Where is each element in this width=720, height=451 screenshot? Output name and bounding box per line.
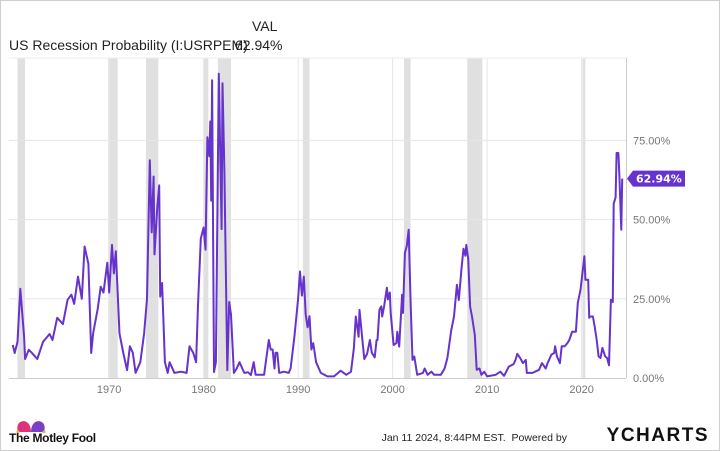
recession-band: [467, 58, 483, 378]
series-value: 62.94%: [235, 37, 283, 53]
footer-timestamp: Jan 11 2024, 8:44PM EST. Powered by: [382, 432, 567, 444]
y-tick-labels: 0.00% 25.00% 50.00% 75.00%: [633, 135, 671, 385]
recession-band: [108, 58, 118, 378]
x-tick-label: 2020: [569, 384, 593, 396]
recession-bands: [17, 58, 586, 378]
last-value-badge-shape: [627, 170, 685, 187]
value-column-header: VAL: [252, 18, 278, 34]
last-value-badge-text: 62.94%: [636, 173, 682, 186]
recession-band: [302, 58, 310, 378]
recession-band: [17, 58, 26, 378]
recession-band: [403, 58, 411, 378]
x-tick-label: 1970: [97, 384, 121, 396]
x-tick-label: 2010: [475, 384, 499, 396]
series-label: US Recession Probability (I:USRPEM): [9, 37, 248, 53]
gridlines: [9, 58, 626, 378]
y-tick-label: 75.00%: [633, 135, 671, 147]
x-tick-label: 2000: [380, 384, 404, 396]
y-tick-label: 50.00%: [633, 215, 671, 227]
y-tick-label: 0.00%: [633, 373, 664, 385]
x-tick-label: 1980: [191, 384, 215, 396]
motley-fool-logo: The Motley Fool: [9, 431, 96, 445]
motley-fool-jester-icon: [9, 419, 49, 438]
ycharts-logo[interactable]: YCHARTS: [606, 425, 709, 446]
y-tick-label: 25.00%: [633, 294, 671, 306]
powered-by: Powered by: [511, 432, 567, 444]
x-tick-labels: 1970 1980 1990 2000 2010 2020: [97, 384, 594, 396]
last-value-badge: 62.94%: [627, 170, 685, 187]
series-line: [11, 72, 624, 378]
recession-band: [582, 58, 586, 378]
x-tick-label: 1990: [286, 384, 310, 396]
axes: [9, 57, 627, 379]
timestamp: Jan 11 2024, 8:44PM EST.: [381, 432, 506, 444]
